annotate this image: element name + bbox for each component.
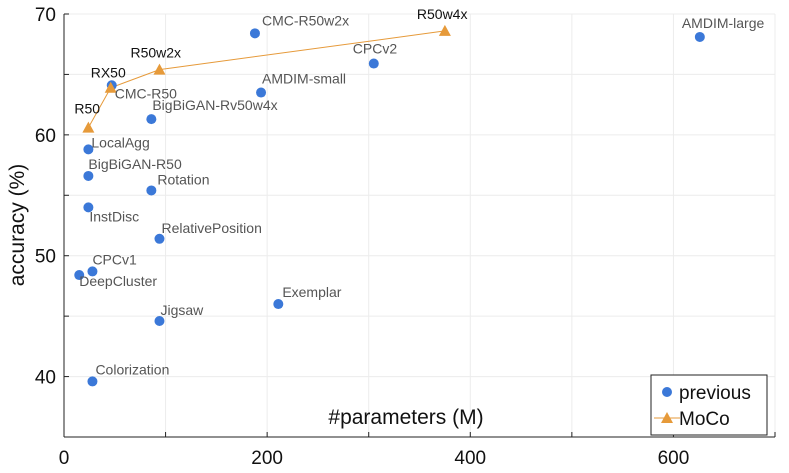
y-axis-title: accuracy (%) [6, 164, 29, 287]
point-amdim-large [694, 31, 705, 42]
label-colorization: Colorization [95, 361, 169, 377]
moco-point-r50w2x [153, 63, 166, 75]
legend-moco-marker [661, 412, 673, 423]
x-tick-label: 0 [59, 448, 70, 469]
moco-label-r50: R50 [74, 101, 100, 117]
y-tick-label: 70 [35, 5, 56, 26]
moco-label-r50w2x: R50w2x [130, 45, 181, 61]
legend-box [650, 374, 768, 436]
label-jigsaw: Jigsaw [160, 302, 204, 318]
point-deepcluster [74, 270, 85, 281]
label-instdisc: InstDisc [89, 208, 139, 224]
moco-label-rx50: RX50 [91, 65, 126, 81]
label-cmc-r50w2x: CMC-R50w2x [262, 12, 349, 28]
y-tick-label: 60 [35, 126, 56, 147]
moco-point-r50w4x [438, 24, 451, 36]
point-cpcv1 [87, 266, 98, 277]
tick-labels: 40 50 60 70 0 200 400 600 [35, 5, 689, 469]
y-tick-label: 40 [35, 368, 56, 389]
data-points [74, 24, 705, 387]
point-localagg [83, 144, 94, 155]
x-axis-title: #parameters (M) [328, 406, 483, 429]
label-exemplar: Exemplar [282, 284, 341, 300]
legend-previous-marker [662, 387, 672, 397]
point-jigsaw [154, 315, 165, 326]
moco-series-line [87, 30, 445, 128]
label-relativeposition: RelativePosition [161, 220, 261, 236]
grid-lines [63, 13, 776, 438]
label-localagg: LocalAgg [91, 134, 149, 150]
point-amdim-small [256, 87, 267, 98]
point-bigbigan-r50 [83, 170, 94, 181]
x-tick-label: 400 [454, 448, 486, 469]
label-cpcv1: CPCv1 [92, 251, 137, 267]
x-tick-label: 200 [251, 448, 283, 469]
point-bigbigan-rv50w4x [146, 114, 157, 125]
label-amdim-large: AMDIM-large [682, 15, 765, 31]
point-colorization [87, 376, 98, 387]
point-cmc-r50w2x [249, 28, 260, 39]
x-tick-label: 600 [658, 448, 690, 469]
legend-previous-label: previous [679, 383, 751, 404]
y-tick-label: 50 [35, 247, 56, 268]
point-rotation [146, 185, 157, 196]
label-bigbigan-rv50w4x: BigBiGAN-Rv50w4x [152, 97, 277, 113]
legend: previous MoCo [650, 374, 768, 436]
moco-point-r50 [82, 121, 95, 133]
axes [63, 13, 776, 438]
label-rotation: Rotation [157, 171, 209, 187]
label-cpcv2: CPCv2 [353, 41, 398, 57]
label-cmc-r50: CMC-R50 [115, 85, 177, 101]
legend-moco-label: MoCo [679, 409, 730, 430]
point-cpcv2 [368, 58, 379, 69]
moco-label-r50w4x: R50w4x [417, 6, 468, 22]
point-instdisc [83, 202, 94, 213]
moco-line-path [87, 30, 445, 128]
point-labels: CMC-R50w2x AMDIM-large CPCv2 CMC-R50 AMDIM-s… [74, 6, 764, 377]
moco-point-rx50 [104, 81, 117, 93]
label-bigbigan-r50: BigBiGAN-R50 [88, 156, 182, 172]
point-relativeposition [154, 233, 165, 244]
label-deepcluster: DeepCluster [79, 273, 157, 289]
label-amdim-small: AMDIM-small [262, 71, 346, 87]
point-exemplar [273, 299, 284, 310]
